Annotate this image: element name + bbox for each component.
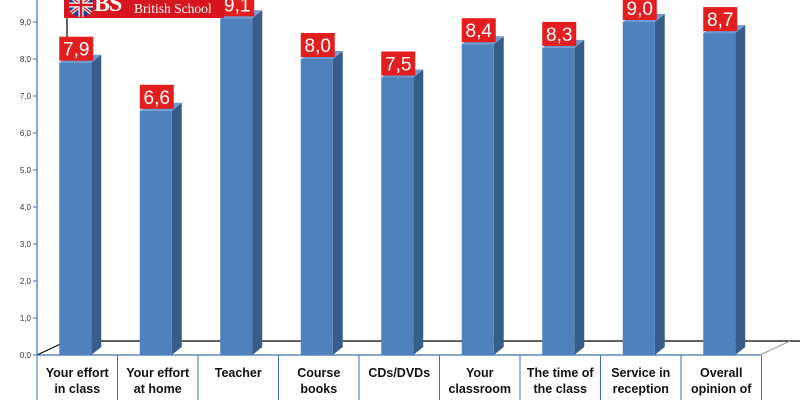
data-label-bg — [622, 0, 657, 20]
data-label: 8,7 — [707, 10, 733, 31]
y-tick-label: 3,0 — [20, 240, 32, 249]
x-category-label: at home — [134, 382, 182, 396]
x-category-label: Overall — [700, 366, 742, 380]
data-label: 6,6 — [144, 88, 170, 109]
bar — [300, 59, 333, 355]
y-tick-label: 1,0 — [20, 314, 32, 323]
y-tick-label: 5,0 — [20, 166, 32, 175]
x-category-label: Service in — [611, 366, 670, 380]
bar-side — [171, 102, 182, 355]
x-category-label: CDs/DVDs — [368, 366, 430, 380]
data-label-bg — [381, 51, 416, 76]
bar-side — [252, 10, 263, 356]
bar-side — [735, 25, 746, 355]
logo-letters: BS — [94, 0, 122, 17]
x-category-label: opinion of — [691, 382, 752, 396]
x-category-label: books — [300, 382, 337, 396]
bar-side — [654, 14, 665, 355]
floor-right-edge — [759, 340, 791, 356]
x-category-label: the class — [533, 382, 587, 396]
data-label: 9,1 — [224, 0, 250, 16]
bar — [59, 62, 92, 355]
data-label-bg — [542, 21, 577, 46]
x-category-label: in class — [54, 382, 100, 396]
data-label-bg — [300, 33, 335, 57]
x-category-label: Your effort — [46, 366, 110, 380]
bar — [220, 18, 253, 356]
data-label-bg — [461, 18, 496, 43]
y-tick-label: 4,0 — [20, 203, 32, 212]
bar — [381, 77, 414, 355]
bar — [542, 47, 575, 356]
x-category-label: Course — [297, 366, 340, 380]
bar-side — [493, 36, 504, 355]
bar — [622, 22, 655, 355]
x-category-label: Your effort — [126, 366, 190, 380]
logo: BS British School — [64, 0, 224, 18]
data-label-bg — [59, 36, 94, 61]
x-category-label: Your — [466, 366, 494, 380]
bar — [461, 44, 494, 355]
x-category-label: reception — [613, 382, 669, 396]
data-label: 8,0 — [305, 36, 331, 57]
bar-side — [574, 39, 585, 356]
x-category-label: Teacher — [215, 366, 262, 380]
bar-side — [91, 54, 102, 355]
data-label: 7,5 — [385, 55, 411, 76]
bar — [139, 110, 172, 355]
y-tick-label: 2,0 — [20, 277, 32, 286]
data-label-bg — [703, 7, 738, 32]
y-tick-label: 0,0 — [20, 351, 32, 360]
bar-side — [332, 51, 343, 355]
data-label: 9,0 — [627, 0, 653, 20]
data-label: 8,4 — [466, 21, 493, 42]
x-category-label: classroom — [448, 382, 511, 396]
bar-side — [413, 69, 424, 355]
y-tick-label: 7,0 — [20, 92, 32, 101]
y-tick-label: 8,0 — [20, 55, 32, 64]
data-label-bg — [139, 84, 174, 109]
data-label-bg — [220, 0, 255, 17]
y-tick-label: 6,0 — [20, 129, 32, 138]
y-tick-label: 9,0 — [20, 18, 32, 27]
data-label: 8,3 — [546, 25, 572, 46]
bar — [703, 33, 736, 355]
x-category-label: The time of — [527, 366, 595, 380]
data-label: 7,9 — [63, 40, 89, 61]
union-flag-icon — [69, 0, 93, 17]
logo-school-name: British School — [134, 1, 212, 16]
